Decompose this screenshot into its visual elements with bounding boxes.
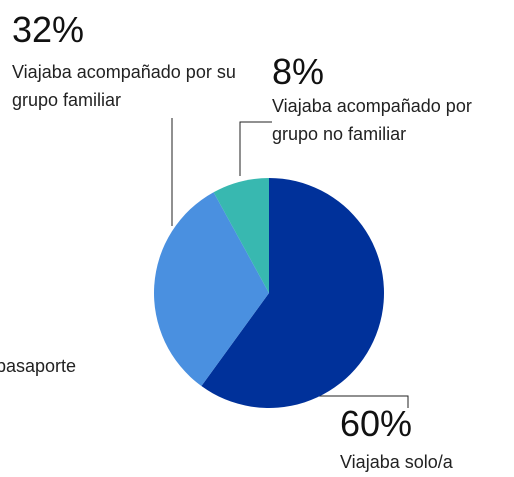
category-label: Viajaba acompañado por grupo no familiar xyxy=(272,96,472,144)
data-label: 32% xyxy=(12,9,85,50)
annotation: pasaporte xyxy=(0,356,77,376)
pie-slice xyxy=(213,178,269,293)
category-label: Viajaba solo/a xyxy=(340,452,453,472)
data-label: 60% xyxy=(340,403,413,444)
category-label: Viajaba acompañado por su grupo familiar xyxy=(12,62,236,110)
leader-line xyxy=(310,395,409,408)
pie-slice xyxy=(201,177,384,408)
leader-line xyxy=(239,121,272,176)
pie-slice xyxy=(153,192,269,387)
data-label: 8% xyxy=(272,51,325,92)
